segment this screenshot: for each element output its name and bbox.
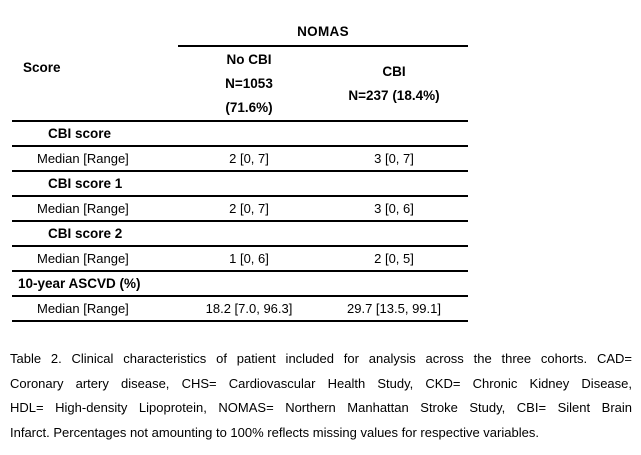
no-cbi-label: No CBI	[226, 52, 272, 67]
section-label: CBI score 2	[12, 221, 468, 247]
cbi-n: N=237 (18.4%)	[348, 87, 440, 103]
cbi-value: 29.7 [13.5, 99.1]	[320, 296, 468, 322]
caption-line: HDL= High-density Lipoprotein, NOMAS= No…	[10, 400, 632, 415]
section-header-row: 10-year ASCVD (%)	[12, 271, 468, 297]
section-label: 10-year ASCVD (%)	[12, 271, 468, 297]
cbi-label: CBI	[382, 63, 406, 79]
section-label: CBI score	[12, 121, 468, 147]
column-header-row: Score No CBI N=1053 (71.6%) CBI N=237 (1…	[12, 46, 468, 122]
column-header-no-cbi: No CBI N=1053 (71.6%)	[178, 46, 320, 122]
median-range-row: Median [Range] 2 [0, 7] 3 [0, 7]	[12, 146, 468, 172]
median-range-label: Median [Range]	[12, 296, 178, 322]
column-header-score: Score	[12, 46, 178, 122]
no-cbi-value: 18.2 [7.0, 96.3]	[178, 296, 320, 322]
cohort-group-header: NOMAS	[178, 10, 468, 47]
score-table: NOMAS Score No CBI N=1053 (71.6%) CBI N=…	[12, 10, 468, 322]
cbi-value: 2 [0, 5]	[320, 246, 468, 272]
cohort-group-row: NOMAS	[12, 10, 468, 47]
median-range-row: Median [Range] 2 [0, 7] 3 [0, 6]	[12, 196, 468, 222]
cbi-value: 3 [0, 7]	[320, 146, 468, 172]
score-table-body: NOMAS Score No CBI N=1053 (71.6%) CBI N=…	[12, 10, 468, 322]
section-header-row: CBI score 2	[12, 221, 468, 247]
caption-line: Table 2. Clinical characteristics of pat…	[10, 351, 632, 366]
no-cbi-value: 1 [0, 6]	[178, 246, 320, 272]
cbi-value: 3 [0, 6]	[320, 196, 468, 222]
table-caption: Table 2. Clinical characteristics of pat…	[10, 347, 632, 445]
section-header-row: CBI score	[12, 121, 468, 147]
no-cbi-value: 2 [0, 7]	[178, 146, 320, 172]
no-cbi-percent: (71.6%)	[225, 100, 273, 115]
no-cbi-value: 2 [0, 7]	[178, 196, 320, 222]
median-range-row: Median [Range] 18.2 [7.0, 96.3] 29.7 [13.5…	[12, 296, 468, 322]
median-range-label: Median [Range]	[12, 146, 178, 172]
no-cbi-n: N=1053	[225, 76, 273, 91]
column-header-cbi: CBI N=237 (18.4%)	[320, 46, 468, 122]
caption-line: Infarct. Percentages not amounting to 10…	[10, 424, 539, 440]
caption-line: Coronary artery disease, CHS= Cardiovasc…	[10, 375, 632, 391]
group-header-spacer	[12, 10, 178, 46]
section-header-row: CBI score 1	[12, 171, 468, 197]
median-range-row: Median [Range] 1 [0, 6] 2 [0, 5]	[12, 246, 468, 272]
section-label: CBI score 1	[12, 171, 468, 197]
median-range-label: Median [Range]	[12, 196, 178, 222]
median-range-label: Median [Range]	[12, 246, 178, 272]
clinical-table: NOMAS Score No CBI N=1053 (71.6%) CBI N=…	[12, 10, 468, 322]
